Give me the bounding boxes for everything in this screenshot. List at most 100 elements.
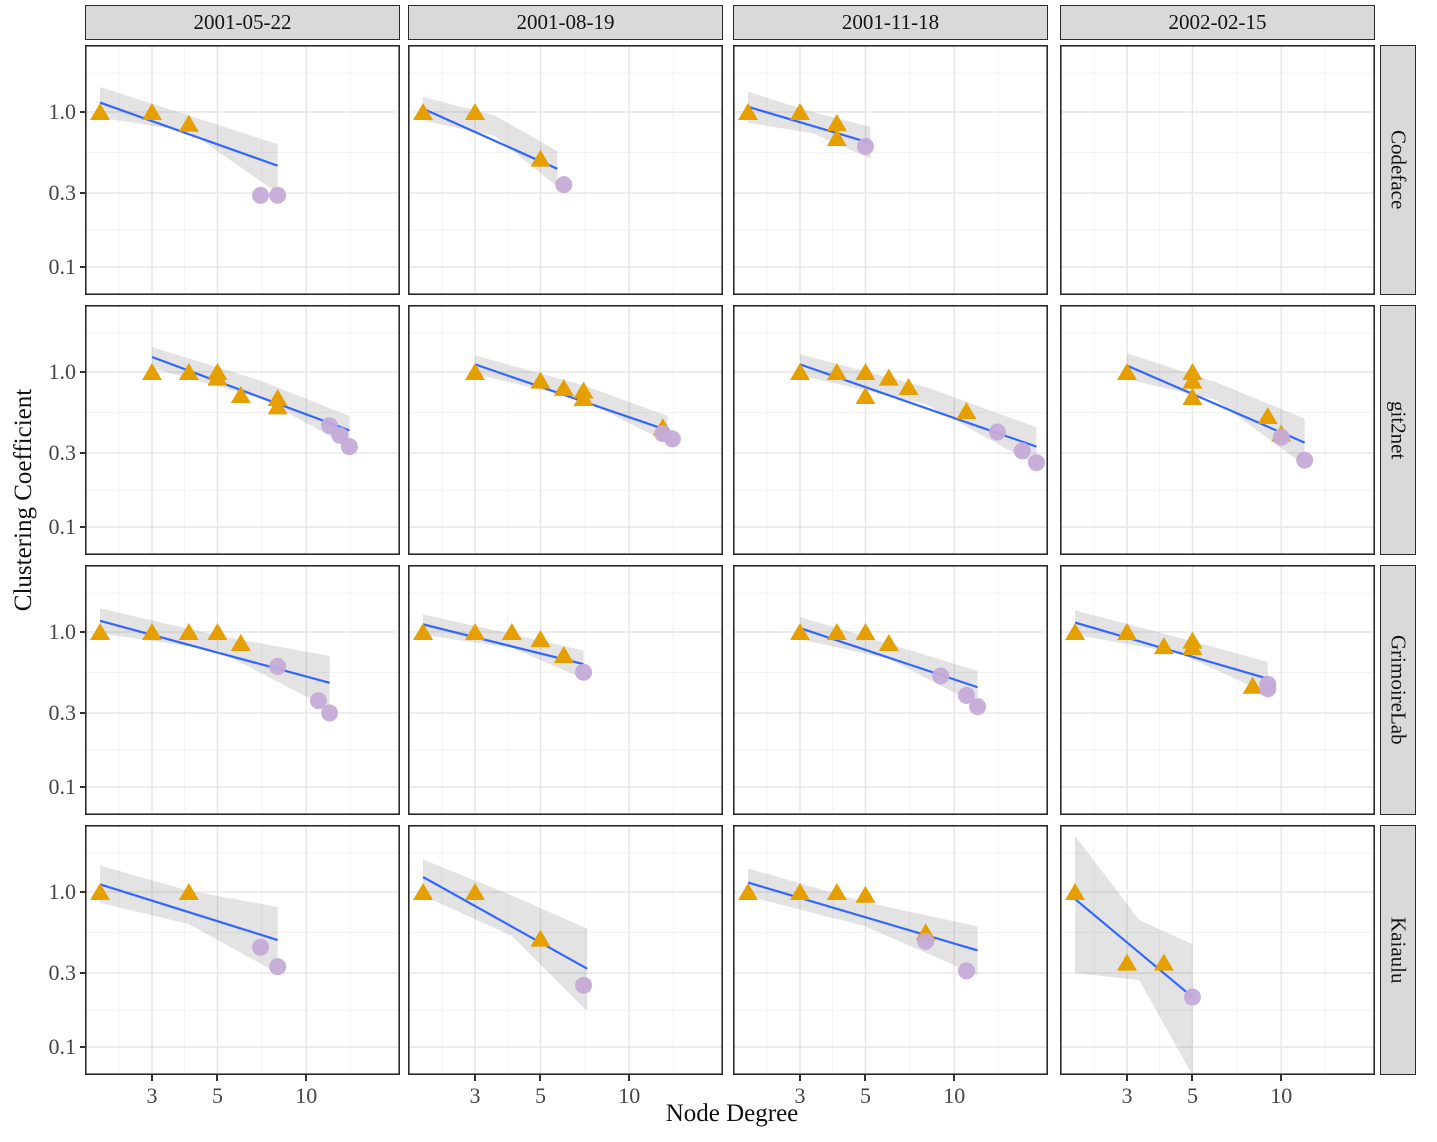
trend-line (1074, 898, 1194, 998)
triangle-point (207, 623, 228, 640)
triangle-point (1153, 953, 1174, 971)
panel-plot (408, 565, 723, 815)
x-tick-text: 10 (295, 1083, 318, 1108)
y-tick-mark (80, 786, 86, 788)
x-tick-mark (1191, 1075, 1194, 1081)
facet-column-strip: 2001-05-22 (85, 5, 400, 40)
triangle-point (90, 103, 111, 120)
triangle-point (230, 386, 251, 404)
panel-border (1060, 305, 1375, 555)
y-tick-mark (80, 972, 86, 975)
y-tick-text: 0.1 (48, 254, 77, 279)
panel-grimoirelab-2001-08-19 (408, 565, 723, 815)
circle-point (340, 438, 358, 456)
confidence-band (100, 608, 330, 709)
facet-column-strip: 2001-08-19 (408, 5, 723, 40)
y-tick-mark (80, 371, 86, 373)
triangle-point (855, 885, 876, 903)
circle-point (1296, 451, 1314, 469)
confidence-band (100, 86, 278, 194)
panel-border (1060, 825, 1375, 1075)
triangle-point (855, 363, 876, 380)
triangle-point (790, 883, 810, 900)
trend-line (422, 107, 558, 170)
y-tick-text: 1.0 (48, 359, 77, 384)
panel-border (1060, 45, 1375, 295)
triangle-point (530, 929, 551, 947)
triangle-point (553, 646, 574, 664)
trend-line (99, 619, 330, 684)
x-tick-label: 5 (197, 1075, 237, 1109)
panel-plot (733, 45, 1048, 295)
triangle-point (142, 363, 162, 380)
circle-point (321, 704, 339, 722)
panel-border (85, 45, 400, 295)
x-tick-mark (216, 1075, 219, 1081)
y-tick-text: 0.1 (48, 774, 77, 799)
circle-point (1272, 428, 1290, 446)
y-tick-mark (80, 111, 86, 113)
circle-point (252, 186, 270, 204)
panel-git2net-2001-11-18 (733, 305, 1048, 555)
x-tick-text: 5 (534, 1083, 546, 1108)
y-tick-text: 0.3 (48, 440, 77, 466)
triangle-point (1257, 407, 1278, 425)
y-tick-label: 1.0 (18, 880, 86, 904)
y-tick-mark (80, 452, 86, 455)
triangle-point (956, 402, 977, 420)
trend-line (422, 876, 588, 970)
panel-codeface-2001-11-18 (733, 45, 1048, 295)
circle-point (932, 667, 950, 685)
confidence-band (1127, 353, 1305, 466)
triangle-point (90, 623, 111, 640)
triangle-point (1065, 883, 1086, 900)
triangle-point (465, 103, 485, 120)
triangle-point (207, 368, 228, 386)
confidence-band (152, 346, 350, 447)
trend-line (474, 363, 669, 432)
panel-grimoirelab-2001-05-22 (85, 565, 400, 815)
x-tick-text: 10 (1270, 1083, 1293, 1108)
circle-point (575, 663, 593, 681)
facet-row-label: git2net (1386, 400, 1411, 460)
y-tick-label: 0.3 (18, 701, 86, 725)
circle-point (575, 976, 593, 994)
facet-row-label: GrimoireLab (1386, 635, 1411, 745)
triangle-point (178, 623, 199, 640)
y-tick-label: 0.1 (18, 515, 86, 539)
trend-line (99, 101, 279, 167)
x-tick-mark (628, 1075, 631, 1081)
y-axis-title: Clustering Coefficient (10, 388, 37, 612)
triangle-point (738, 883, 759, 900)
confidence-band (800, 354, 1037, 466)
y-tick-mark (80, 891, 86, 893)
y-tick-mark (80, 266, 86, 268)
circle-point (555, 176, 573, 194)
panel-border (733, 45, 1048, 295)
panel-border (733, 825, 1048, 1075)
trend-line (99, 883, 278, 942)
triangle-point (738, 103, 759, 120)
circle-point (1183, 988, 1201, 1006)
triangle-point (826, 128, 847, 146)
triangle-point (90, 883, 111, 900)
panel-border (408, 45, 723, 295)
circle-point (309, 692, 327, 710)
x-tick-mark (864, 1075, 867, 1081)
facet-row-label: Kaiaulu (1386, 916, 1411, 984)
x-tick-text: 3 (1121, 1083, 1133, 1108)
triangle-point (855, 623, 876, 640)
y-tick-label: 0.1 (18, 255, 86, 279)
facet-column-label: 2001-11-18 (841, 10, 940, 34)
panel-kaiaulu-2001-05-22 (85, 825, 400, 1075)
confidence-band (475, 355, 668, 443)
panel-border (85, 305, 400, 555)
panel-plot (85, 45, 400, 295)
x-tick-text: 3 (469, 1083, 481, 1108)
panel-plot (733, 825, 1048, 1075)
triangle-point (178, 883, 199, 900)
triangle-point (530, 149, 551, 167)
triangle-point (826, 113, 847, 131)
triangle-point (142, 103, 162, 120)
y-tick-text: 0.3 (48, 700, 77, 726)
